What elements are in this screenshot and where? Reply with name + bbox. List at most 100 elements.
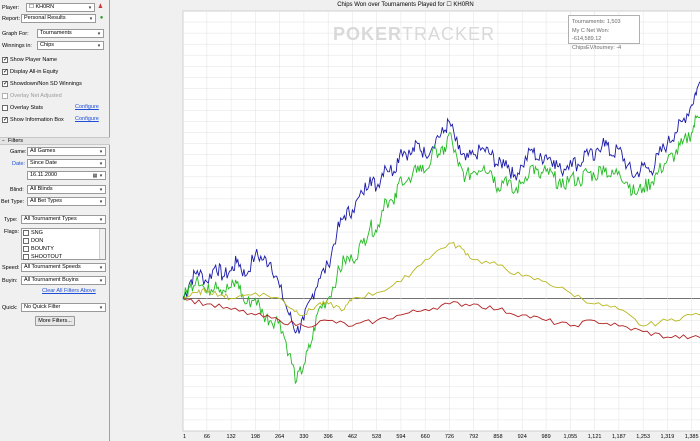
winnings-in-label: Winnings in:: [2, 42, 32, 49]
x-tick-label: 66: [204, 434, 210, 440]
buyin-label: Buyin:: [2, 277, 18, 284]
chevron-down-icon: ▾: [99, 278, 103, 284]
speed-select[interactable]: All Tournament Speeds ▾: [21, 263, 106, 272]
chevron-down-icon: ▾: [99, 217, 103, 223]
watermark-logo: POKERTRACKER: [333, 24, 496, 44]
game-label: Game:: [10, 148, 27, 155]
checkbox[interactable]: [2, 92, 8, 99]
list-item[interactable]: DON: [22, 237, 105, 245]
chevron-down-icon: ▾: [99, 265, 103, 271]
report-label: Report:: [2, 15, 21, 22]
series-line-3: [182, 297, 700, 340]
x-tick-label: 330: [299, 434, 308, 440]
x-tick-label: 924: [518, 434, 527, 440]
checkbox[interactable]: [2, 68, 8, 75]
chevron-down-icon: ▾: [99, 187, 103, 193]
scrollbar[interactable]: [99, 229, 105, 259]
x-tick-label: 594: [396, 434, 405, 440]
left-panel: Player: ☐ KH0RN ▾ ♟ Report: Personal Resu…: [0, 0, 110, 441]
chevron-down-icon: ▾: [99, 149, 103, 155]
info-chipsev: ChipsEV/tourney: -4: [572, 44, 622, 51]
minus-icon: −: [2, 138, 5, 144]
x-tick-label: 1,187: [612, 434, 626, 440]
chevron-down-icon: ▾: [88, 5, 92, 11]
checkbox[interactable]: [2, 104, 8, 111]
bet-type-select[interactable]: All Bet Types ▾: [27, 197, 106, 206]
chevron-down-icon: ▾: [99, 199, 103, 205]
player-select[interactable]: ☐ KH0RN ▾: [26, 3, 95, 12]
chevron-down-icon: ▾: [89, 16, 93, 22]
x-tick-label: 198: [251, 434, 260, 440]
info-net-won: My C Net Won: -614,589.12: [572, 27, 610, 43]
x-tick-label: 264: [275, 434, 284, 440]
configure-overlay-link[interactable]: Configure: [75, 104, 99, 110]
list-item[interactable]: BOUNTY: [22, 245, 105, 253]
x-tick-label: 1,253: [636, 434, 650, 440]
player-label: Player:: [2, 4, 20, 11]
x-tick-label: 462: [348, 434, 357, 440]
calendar-icon[interactable]: ▦: [92, 173, 98, 179]
x-tick-label: 858: [493, 434, 502, 440]
option-show-player-name[interactable]: Show Player Name: [2, 55, 57, 64]
series-line-1: [182, 114, 700, 385]
checkbox[interactable]: [2, 116, 8, 123]
help-icon[interactable]: ●: [99, 15, 104, 21]
x-tick-label: 660: [421, 434, 430, 440]
series-line-2: [182, 241, 700, 327]
x-tick-label: 1,319: [660, 434, 674, 440]
chevron-down-icon: ▾: [99, 173, 103, 179]
bet-type-label: Bet Type:: [1, 198, 25, 205]
x-tick-label: 1,055: [563, 434, 577, 440]
chevron-down-icon: ▾: [99, 305, 103, 311]
configure-info-link[interactable]: Configure: [75, 116, 99, 122]
game-select[interactable]: All Games ▾: [27, 147, 106, 156]
buyin-select[interactable]: All Tournament Buyins ▾: [21, 276, 106, 285]
date-select[interactable]: Since Date ▾: [27, 159, 106, 168]
checkbox[interactable]: [23, 238, 29, 244]
x-tick-label: 989: [542, 434, 551, 440]
option-overlay-net-adjusted[interactable]: Overlay Net Adjusted: [2, 91, 62, 100]
quick-label: Quick:: [2, 304, 18, 311]
more-filters-button[interactable]: More Filters...: [35, 316, 75, 326]
x-tick-label: 1,121: [588, 434, 602, 440]
checkbox[interactable]: [23, 254, 29, 260]
option-display-allin-equity[interactable]: Display All-in Equity: [2, 67, 58, 76]
x-tick-label: 528: [372, 434, 381, 440]
blind-select[interactable]: All Blinds ▾: [27, 185, 106, 194]
type-label: Type:: [4, 216, 18, 223]
chevron-down-icon: ▾: [97, 43, 101, 49]
information-box: Tournaments: 1,503 My C Net Won: -614,58…: [568, 15, 640, 51]
winnings-in-select[interactable]: Chips ▾: [37, 41, 104, 50]
chevron-down-icon: ▾: [99, 161, 103, 167]
option-overlay-stats[interactable]: Overlay Stats: [2, 103, 43, 112]
x-tick-label: 132: [227, 434, 236, 440]
clear-filters-link[interactable]: Clear All Filters Above: [42, 288, 96, 294]
quick-select[interactable]: No Quick Filter ▾: [21, 303, 106, 312]
chevron-down-icon: ▾: [97, 31, 101, 37]
flags-label: Flags:: [4, 228, 19, 235]
date-input[interactable]: 16.11.2000 ▦ ▾: [27, 171, 106, 180]
x-tick-label: 396: [324, 434, 333, 440]
checkbox[interactable]: [2, 56, 8, 63]
type-select[interactable]: All Tournament Types ▾: [21, 215, 106, 224]
speed-label: Speed:: [2, 264, 20, 271]
list-item[interactable]: SNG: [22, 229, 105, 237]
series-line-0: [182, 81, 700, 334]
checkbox[interactable]: [23, 246, 29, 252]
blind-label: Blind:: [10, 186, 24, 193]
option-showdown-winnings[interactable]: Showdown/Non SD Winnings: [2, 79, 82, 88]
player-icon[interactable]: ♟: [97, 4, 104, 10]
x-tick-label: 792: [469, 434, 478, 440]
checkbox[interactable]: [23, 230, 29, 236]
chart-title: Chips Won over Tournaments Played for ☐ …: [337, 2, 474, 8]
graph-for-label: Graph For:: [2, 30, 29, 37]
flags-list[interactable]: SNG DON BOUNTY SHOOTOUT: [21, 228, 106, 260]
chart-plot: 52,00050,00048,00046,00044,00042,00040,0…: [182, 10, 700, 440]
report-select[interactable]: Personal Results ▾: [21, 14, 96, 23]
graph-for-select[interactable]: Tournaments ▾: [37, 29, 104, 38]
filters-header[interactable]: − Filters: [0, 137, 110, 145]
x-tick-label: 726: [445, 434, 454, 440]
option-show-info-box[interactable]: Show Information Box: [2, 115, 64, 124]
list-item[interactable]: SHOOTOUT: [22, 253, 105, 261]
checkbox[interactable]: [2, 80, 8, 87]
